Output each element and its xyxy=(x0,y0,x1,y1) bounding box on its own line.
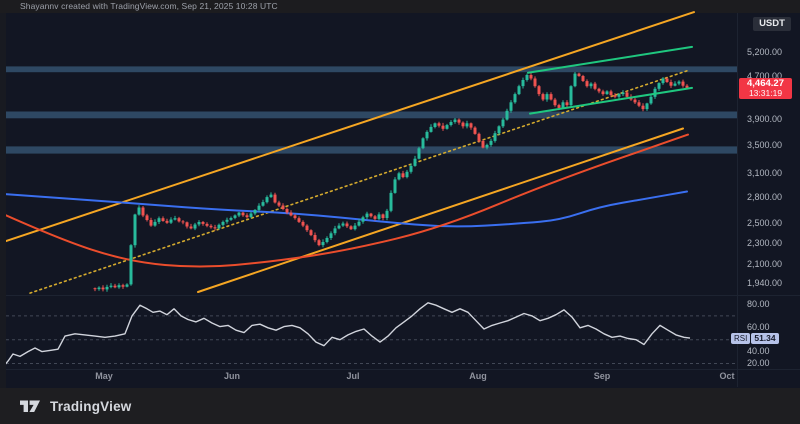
bar-countdown: 13:31:19 xyxy=(748,88,783,99)
price-label: 2,800.00 xyxy=(747,191,783,202)
price-label: 3,900.00 xyxy=(747,114,783,125)
price-label: 4,700.00 xyxy=(747,70,783,81)
candles-layer xyxy=(93,72,689,292)
price-label: 5,200.00 xyxy=(747,47,783,57)
price-zones xyxy=(0,66,737,154)
trendline-channel-median xyxy=(29,69,691,294)
rsi-level-label: 80.00 xyxy=(747,298,770,309)
rsi-label: RSI xyxy=(731,332,751,344)
ma-blue xyxy=(0,190,688,228)
month-label-aug: Aug xyxy=(469,371,487,381)
trendline-wedge-bottom xyxy=(529,86,693,115)
price-label: 2,500.00 xyxy=(747,218,783,229)
zone-resistance-3950 xyxy=(0,111,737,119)
price-label: 2,100.00 xyxy=(747,259,783,269)
month-label-may: May xyxy=(95,371,113,381)
attribution-text: Shayannv created with TradingView.com, S… xyxy=(20,1,278,11)
tradingview-logo-icon[interactable] xyxy=(19,397,43,415)
price-label: 1,940.00 xyxy=(747,277,783,288)
rsi-guides xyxy=(0,315,737,364)
footer-bar: TradingView xyxy=(0,388,800,424)
trendline-channel-top xyxy=(0,11,695,244)
ma-red xyxy=(0,133,689,268)
price-label: 3,100.00 xyxy=(747,167,783,178)
rsi-value-badge: RSI 51.34 xyxy=(731,332,779,344)
quote-currency-badge: USDT xyxy=(753,17,791,31)
rsi-level-label: 40.00 xyxy=(747,346,770,357)
price-label: 2,300.00 xyxy=(747,237,783,248)
rsi-level-label: 60.00 xyxy=(747,322,770,333)
month-label-sep: Sep xyxy=(593,371,611,381)
month-label-jun: Jun xyxy=(223,371,241,381)
trendline-channel-bottom xyxy=(197,127,684,293)
month-label-jul: Jul xyxy=(346,371,360,381)
zone-support-3400 xyxy=(0,146,737,154)
price-label: 3,500.00 xyxy=(747,139,783,150)
rsi-level-label: 20.00 xyxy=(747,357,770,368)
rsi-line xyxy=(2,302,691,368)
tradingview-brand-text[interactable]: TradingView xyxy=(50,398,132,414)
last-price-badge: 4,464.27 13:31:19 xyxy=(739,78,792,100)
rsi-value: 51.34 xyxy=(751,332,779,344)
chart-left-edge xyxy=(0,13,6,388)
last-price-value: 4,464.27 xyxy=(747,78,784,90)
panel-dividers xyxy=(0,13,800,387)
month-label-oct: Oct xyxy=(719,371,735,381)
attribution-bar: Shayannv created with TradingView.com, S… xyxy=(0,0,800,13)
trendline-wedge-top xyxy=(527,45,693,74)
zone-resistance-4800 xyxy=(0,66,737,73)
